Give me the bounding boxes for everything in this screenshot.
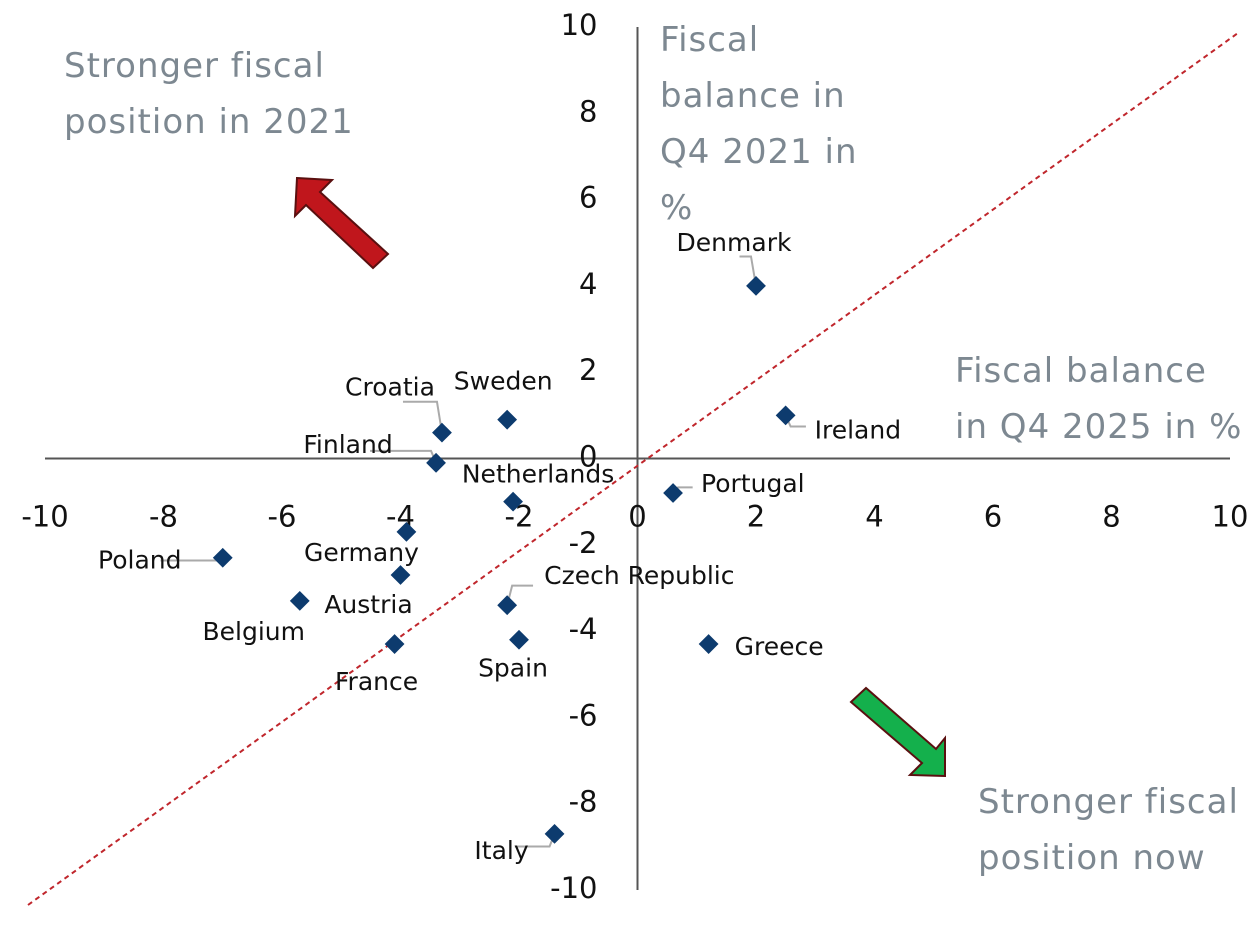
point-label: Finland xyxy=(303,430,392,459)
point-label: Croatia xyxy=(345,373,435,402)
y-tick-label: -6 xyxy=(569,698,598,732)
point-label: Poland xyxy=(98,546,181,575)
point-label: Portugal xyxy=(701,469,805,498)
point xyxy=(426,452,446,473)
point-label: Italy xyxy=(474,836,528,865)
point-label: Czech Republic xyxy=(544,561,734,590)
y-tick-label: 4 xyxy=(579,267,597,301)
y-axis-label: Fiscal balance in Q4 2021 in % xyxy=(660,20,858,228)
point xyxy=(384,634,405,654)
y-tick-label: -4 xyxy=(569,612,598,646)
point xyxy=(432,422,452,443)
point xyxy=(497,409,518,430)
point-label: Ireland xyxy=(815,415,901,444)
x-tick-label: 10 xyxy=(1212,500,1249,534)
point xyxy=(509,629,529,650)
leader-line xyxy=(402,400,443,433)
point xyxy=(497,595,518,616)
y-tick-label: 8 xyxy=(579,94,597,128)
x-tick-label: 8 xyxy=(1102,500,1120,534)
y-tick-label: -10 xyxy=(550,871,597,905)
leader-line xyxy=(739,255,757,287)
y-tick-label: -8 xyxy=(569,785,598,819)
arrow-up-left xyxy=(293,176,390,270)
x-tick-label: 6 xyxy=(984,500,1002,534)
point-label: Denmark xyxy=(677,228,792,257)
x-tick-label: 0 xyxy=(628,500,646,534)
point xyxy=(503,491,523,512)
point xyxy=(212,547,233,568)
x-tick-label: -10 xyxy=(21,500,68,534)
x-tick-label: -6 xyxy=(268,500,297,534)
x-tick-label: 2 xyxy=(747,500,765,534)
point-label: Sweden xyxy=(454,367,553,396)
y-tick-label: 0 xyxy=(579,440,597,474)
y-tick-label: 2 xyxy=(579,353,597,387)
point xyxy=(663,483,683,503)
x-tick-label: -8 xyxy=(149,500,178,534)
x-axis-label: Fiscal balance in Q4 2025 in % xyxy=(955,351,1243,447)
point xyxy=(390,565,411,585)
point-label: Belgium xyxy=(203,617,306,646)
point xyxy=(775,405,796,426)
point-label: Greece xyxy=(735,632,824,661)
y-tick-label: 10 xyxy=(561,8,598,42)
point xyxy=(289,590,310,611)
point-label: Netherlands xyxy=(462,460,614,489)
annotation: Stronger fiscal position in 2021 xyxy=(64,46,354,142)
point-label: Austria xyxy=(324,590,412,619)
point-label: Germany xyxy=(304,538,419,567)
x-tick-label: 4 xyxy=(865,500,883,534)
point xyxy=(746,276,766,296)
point-label: Spain xyxy=(478,654,548,683)
y-tick-label: 6 xyxy=(579,181,597,215)
y-tick-label: -2 xyxy=(569,526,598,560)
point xyxy=(544,824,565,844)
diagonal xyxy=(27,32,1239,906)
point xyxy=(396,521,417,542)
point xyxy=(698,634,719,654)
arrow-down-right xyxy=(849,686,946,778)
annotation: Stronger fiscal position now xyxy=(978,782,1239,878)
point-label: France xyxy=(335,667,418,696)
